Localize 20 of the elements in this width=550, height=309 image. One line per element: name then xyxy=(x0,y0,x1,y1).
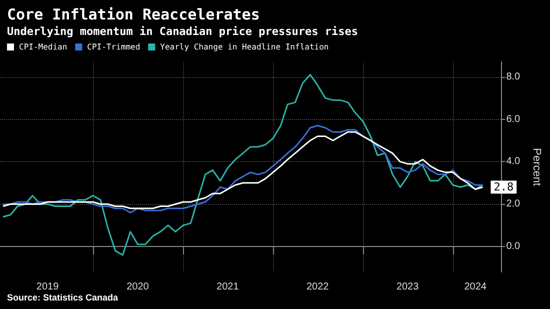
data-label: 2.8 xyxy=(494,180,514,194)
x-tick-label: 2022 xyxy=(306,282,330,292)
x-tick-label: 2019 xyxy=(36,282,60,292)
legend-label: Yearly Change in Headline Inflation xyxy=(160,42,329,52)
legend-label: CPI-Median xyxy=(19,42,68,52)
y-tick-label: 6.0 xyxy=(506,114,521,125)
y-tick-label: 2.0 xyxy=(506,198,521,210)
chart-title: Core Inflation Reaccelerates xyxy=(7,6,260,24)
x-tick-label: 2023 xyxy=(396,282,420,292)
x-tick-label: 2021 xyxy=(216,282,240,292)
y-tick-label: 8.0 xyxy=(506,71,521,82)
y-tick-label: 0.0 xyxy=(506,241,521,252)
y-axis-title: Percent xyxy=(530,148,542,186)
source-note: Source: Statistics Canada xyxy=(7,292,120,302)
x-tick-label: 2020 xyxy=(126,282,150,292)
legend-label: CPI-Trimmed xyxy=(87,42,140,52)
line-series xyxy=(2,74,484,256)
x-tick-label: 2024 xyxy=(464,282,487,292)
y-tick-label: 4.0 xyxy=(506,156,521,168)
chart-subtitle: Underlying momentum in Canadian price pressures rises xyxy=(7,25,358,38)
